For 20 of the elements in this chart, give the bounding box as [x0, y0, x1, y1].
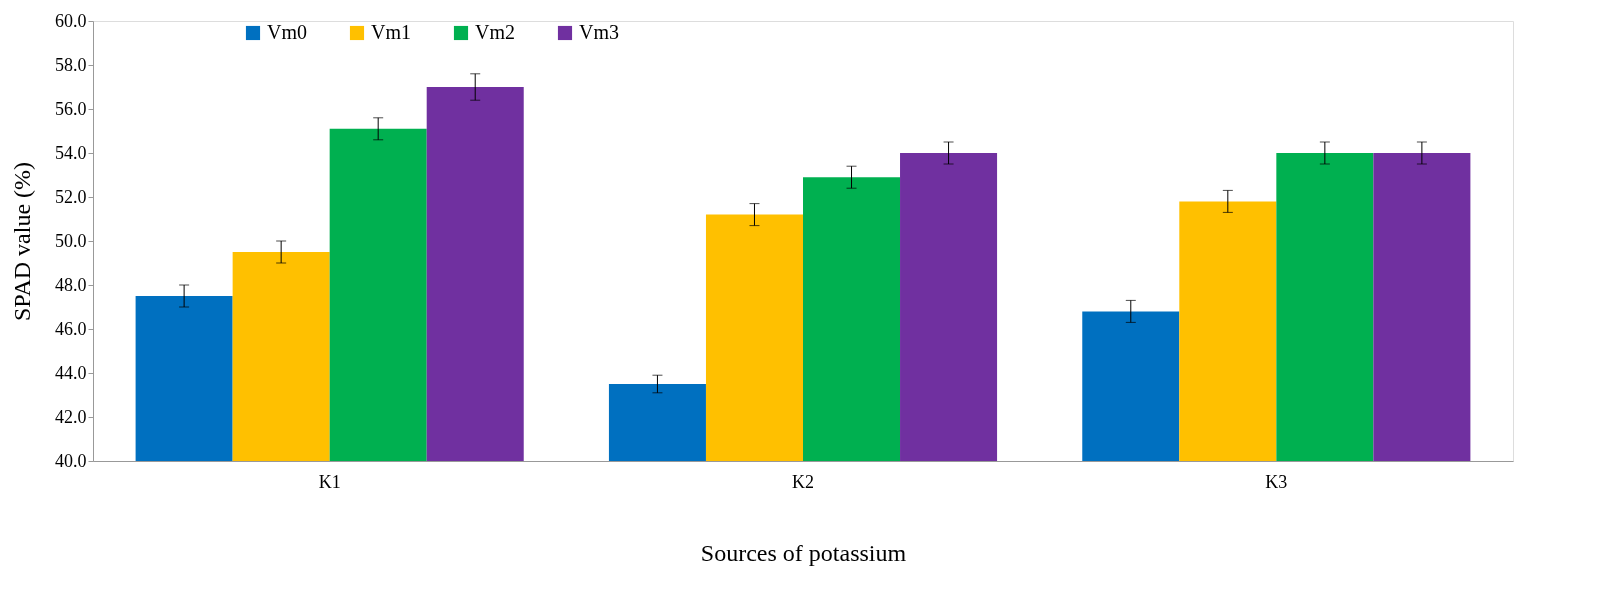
y-tick-label: 40.0: [55, 450, 87, 471]
y-tick-label: 58.0: [55, 54, 87, 75]
x-tick-label: K2: [792, 471, 814, 492]
x-tick-label: K1: [318, 471, 341, 492]
y-tick-label: 60.0: [55, 10, 87, 31]
y-tick-label: 46.0: [55, 318, 87, 339]
legend-label: Vm1: [371, 21, 411, 43]
x-axis-title: Sources of potassium: [700, 539, 907, 566]
legend-label: Vm2: [475, 21, 515, 43]
legend-label: Vm0: [267, 21, 307, 43]
y-tick-label: 52.0: [55, 186, 87, 207]
x-tick-label: K3: [1265, 471, 1288, 492]
y-axis-title: SPAD value (%): [9, 161, 35, 322]
y-tick-label: 44.0: [55, 362, 87, 383]
legend-label: Vm3: [579, 21, 619, 43]
y-tick-label: 48.0: [55, 274, 87, 295]
y-tick-label: 42.0: [55, 406, 87, 427]
y-tick-label: 56.0: [55, 98, 87, 119]
y-tick-label: 54.0: [55, 142, 87, 163]
y-tick-label: 50.0: [55, 230, 87, 251]
